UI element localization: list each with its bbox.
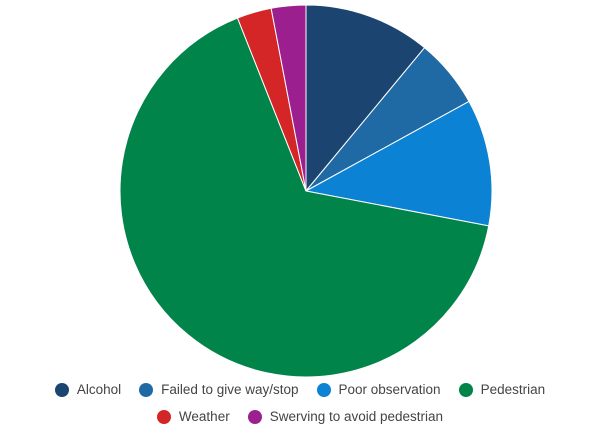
legend-label: Swerving to avoid pedestrian <box>269 409 444 424</box>
legend: Alcohol Failed to give way/stop Poor obser… <box>0 382 600 424</box>
legend-label: Alcohol <box>76 382 122 397</box>
legend-swatch-icon <box>139 382 154 397</box>
legend-swatch-icon <box>458 382 473 397</box>
legend-item-alcohol[interactable]: Alcohol <box>54 382 122 397</box>
legend-item-weather[interactable]: Weather <box>156 409 230 424</box>
legend-item-failed-to-give-way-stop[interactable]: Failed to give way/stop <box>139 382 299 397</box>
pie-chart <box>119 4 493 378</box>
legend-label: Poor observation <box>338 382 441 397</box>
pie-slice-alcohol[interactable] <box>305 4 426 193</box>
legend-swatch-icon <box>316 382 331 397</box>
legend-label: Failed to give way/stop <box>161 382 299 397</box>
legend-item-pedestrian[interactable]: Pedestrian <box>458 382 546 397</box>
legend-item-poor-observation[interactable]: Poor observation <box>316 382 441 397</box>
legend-swatch-icon <box>247 409 262 424</box>
legend-label: Weather <box>178 409 230 424</box>
legend-swatch-icon <box>156 409 171 424</box>
legend-label: Pedestrian <box>480 382 546 397</box>
legend-item-swerving-to-avoid-pedestrian[interactable]: Swerving to avoid pedestrian <box>247 409 444 424</box>
pie-slice-pedestrian[interactable] <box>119 17 490 378</box>
pie-slices <box>119 4 493 378</box>
pie-slice-poor-observation[interactable] <box>304 100 493 227</box>
legend-swatch-icon <box>54 382 69 397</box>
pie-slice-swerving-to-avoid-pedestrian[interactable] <box>270 4 307 192</box>
